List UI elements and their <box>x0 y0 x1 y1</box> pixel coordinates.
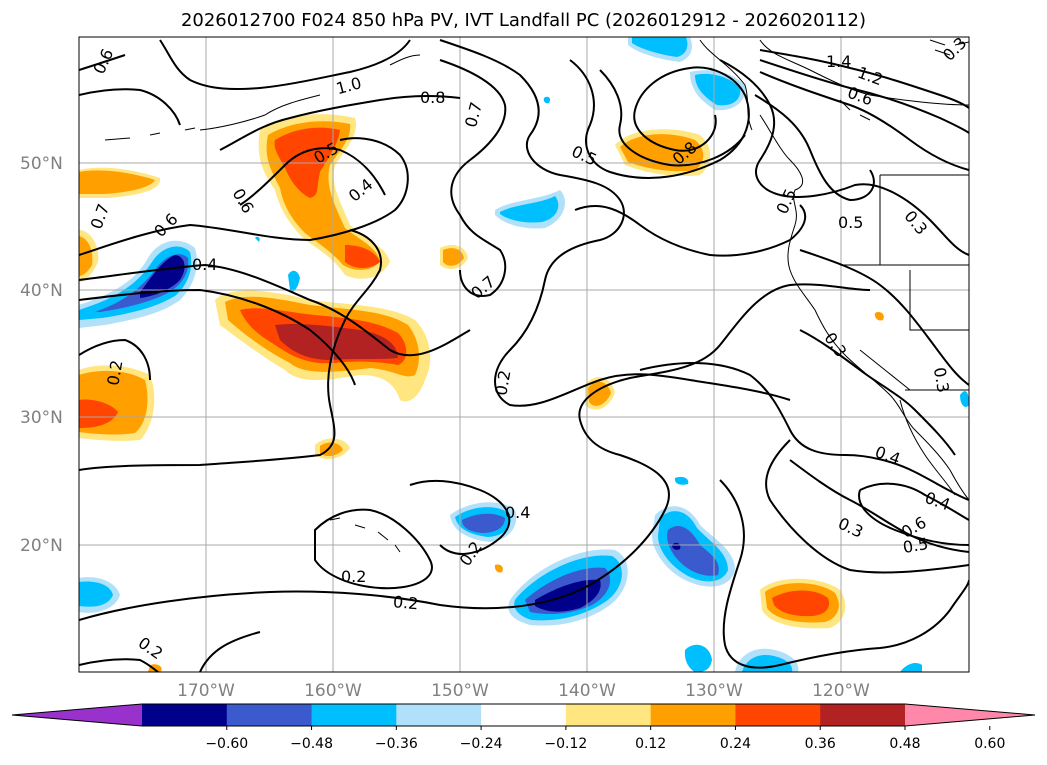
contour-label: 1.4 <box>826 52 851 71</box>
colorbar-tick-label: 0.36 <box>805 736 836 752</box>
contour-label: 0.2 <box>341 567 366 586</box>
plot-area <box>79 37 969 672</box>
contour-label: 0.2 <box>491 369 514 397</box>
plot-border <box>78 36 970 673</box>
colorbar-tick-label: −0.12 <box>544 736 587 752</box>
colorbar-tick-label: 0.48 <box>889 736 920 752</box>
contour-label: 0.2 <box>103 359 126 387</box>
lon-label: 170°W <box>177 681 235 701</box>
colorbar-extend-low <box>12 704 142 726</box>
lat-label: 30°N <box>20 408 63 428</box>
colorbar-tick-label: −0.24 <box>460 736 503 752</box>
lon-label: 140°W <box>558 681 616 701</box>
contour-label: 0.4 <box>505 503 530 522</box>
colorbar-tick-label: −0.36 <box>375 736 418 752</box>
lat-label: 50°N <box>20 154 63 174</box>
colorbar-tick-label: −0.48 <box>290 736 333 752</box>
colorbar-segment <box>396 704 482 726</box>
lon-label: 160°W <box>304 681 362 701</box>
contour-label: 0.4 <box>192 255 217 274</box>
colorbar-segment <box>565 704 652 726</box>
lon-label: 150°W <box>431 681 489 701</box>
colorbar-extend-high <box>905 704 1035 726</box>
contour-label: 0.5 <box>838 213 863 232</box>
colorbar-segment <box>820 704 906 726</box>
contour-label: 0.5 <box>901 534 929 557</box>
pv-contours <box>79 39 969 672</box>
lon-label: 130°W <box>685 681 743 701</box>
colorbar-tick-label: 0.12 <box>635 736 666 752</box>
map-title: 2026012700 F024 850 hPa PV, IVT Landfall… <box>180 10 867 31</box>
longitude-labels: 170°W 160°W 150°W 140°W 130°W 120°W <box>177 681 870 701</box>
lon-label: 120°W <box>812 681 870 701</box>
colorbar-segment <box>481 704 567 726</box>
colorbar-tick-label: 0.60 <box>974 736 1005 752</box>
lat-label: 20°N <box>20 536 63 556</box>
colorbar-segment <box>735 704 821 726</box>
colorbar-segment <box>650 704 736 726</box>
colorbar: −0.60 −0.48 −0.36 −0.24 −0.12 0.12 0.24 0.36 0.4… <box>11 703 1036 752</box>
colorbar-segment <box>311 704 397 726</box>
contour-label: 0.8 <box>420 88 445 107</box>
contour-label: 0.3 <box>930 366 953 394</box>
colorbar-segment <box>142 704 228 726</box>
colorbar-tick-label: 0.24 <box>720 736 751 752</box>
latitude-labels: 50°N 40°N 30°N 20°N <box>20 154 63 556</box>
colorbar-segment <box>226 704 313 726</box>
colorbar-tick-label: −0.60 <box>205 736 248 752</box>
colorbar-outline <box>11 703 1036 727</box>
lat-label: 40°N <box>20 281 63 301</box>
shaded-anomaly-regions <box>79 37 969 672</box>
contour-label: 0.2 <box>392 592 419 613</box>
graticule <box>79 37 969 672</box>
